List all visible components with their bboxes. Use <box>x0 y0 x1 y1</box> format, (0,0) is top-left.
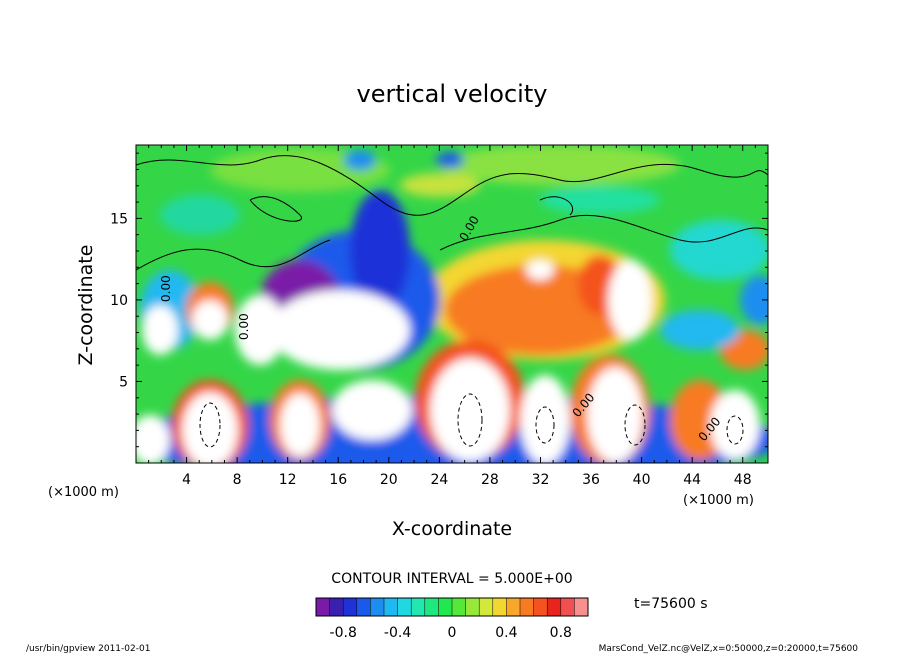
x-tick-label: 8 <box>233 472 242 488</box>
x-tick-label: 48 <box>734 472 752 488</box>
colorbar-tick-label: -0.8 <box>330 625 357 641</box>
x-unit-left: (×1000 m) <box>48 485 119 500</box>
y-axis-title: Z-coordinate <box>75 245 97 366</box>
colorbar-swatch <box>479 598 493 616</box>
colorbar <box>315 597 589 617</box>
y-tick-label: 15 <box>110 211 128 227</box>
colorbar-ticks: -0.8 -0.4 0 0.4 0.8 <box>330 625 572 641</box>
colorbar-swatch <box>547 598 561 616</box>
contour-interval: CONTOUR INTERVAL = 5.000E+00 <box>331 571 572 587</box>
colorbar-swatch <box>452 598 466 616</box>
colorbar-swatch <box>506 598 520 616</box>
colorbar-swatch <box>316 598 330 616</box>
colorbar-swatch <box>370 598 384 616</box>
x-tick-label: 32 <box>532 472 550 488</box>
y-tick-label: 10 <box>110 293 128 309</box>
dashed-contours <box>199 393 744 448</box>
colorbar-swatch <box>397 598 412 616</box>
x-tick-label: 44 <box>683 472 701 488</box>
x-tick-label: 28 <box>481 472 499 488</box>
colorbar-tick-label: 0.4 <box>495 625 517 641</box>
contour-label: 0.00 <box>237 313 251 340</box>
x-tick-label: 36 <box>582 472 600 488</box>
colorbar-swatch <box>329 598 344 616</box>
x-axis-title: X-coordinate <box>392 518 512 540</box>
colorbar-tick-label: 0 <box>448 625 457 641</box>
x-unit-right: (×1000 m) <box>683 493 754 508</box>
x-tick-label: 20 <box>380 472 398 488</box>
colorbar-swatch <box>465 598 480 616</box>
x-tick-label: 24 <box>430 472 448 488</box>
colorbar-tick-label: -0.4 <box>384 625 411 641</box>
colorbar-swatch <box>356 598 371 616</box>
y-tick-label: 5 <box>119 374 128 390</box>
time-label: t=75600 s <box>634 596 708 612</box>
footer-right: MarsCond_VelZ.nc@VelZ,x=0:50000,z=0:2000… <box>599 644 859 654</box>
colorbar-swatch <box>520 598 534 616</box>
y-axis: 5 10 15 <box>110 152 768 448</box>
colorbar-swatch <box>560 598 575 616</box>
contour-label: 0.00 <box>159 275 173 302</box>
contour-lines <box>136 155 768 271</box>
colorbar-swatch <box>533 598 548 616</box>
footer-left: /usr/bin/gpview 2011-02-01 <box>26 644 150 654</box>
colorbar-swatch <box>574 598 588 616</box>
chart-title: vertical velocity <box>357 80 548 108</box>
colorbar-tick-label: 0.8 <box>550 625 572 641</box>
x-tick-label: 16 <box>329 472 347 488</box>
x-tick-label: 40 <box>633 472 651 488</box>
colorbar-swatch <box>492 598 507 616</box>
x-axis: 4 8 12 16 20 24 28 32 36 40 44 48 <box>148 145 756 488</box>
x-tick-label: 4 <box>182 472 191 488</box>
colorbar-swatch <box>343 598 357 616</box>
x-tick-label: 12 <box>279 472 297 488</box>
plot-area <box>136 145 768 463</box>
colorbar-swatch <box>411 598 425 616</box>
colorbar-swatch <box>424 598 439 616</box>
colorbar-swatch <box>384 598 398 616</box>
colorbar-swatch <box>438 598 452 616</box>
